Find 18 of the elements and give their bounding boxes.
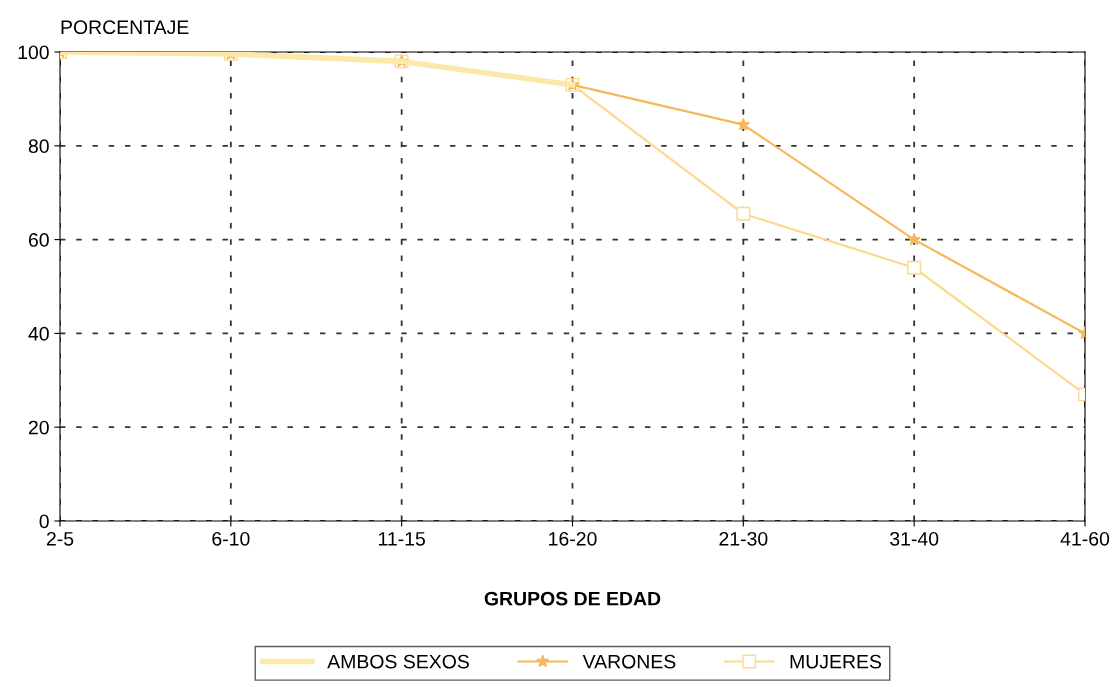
legend-label: MUJERES (790, 654, 882, 669)
y-tick-label: 20 (28, 420, 49, 435)
x-tick-label: 31-40 (890, 531, 939, 546)
x-tick-label: 21-30 (719, 531, 768, 546)
x-tick-label: 11-15 (379, 532, 425, 546)
y-tick-label: 80 (28, 139, 49, 154)
x-tick-label: 16-20 (549, 531, 597, 546)
x-tick-label: 2-5 (46, 531, 74, 546)
y-tick-label: 100 (18, 45, 49, 60)
legend-label: VARONES (582, 654, 676, 669)
y-tick-label: 0 (39, 514, 49, 529)
x-axis-title: GRUPOS DE EDAD (484, 591, 661, 606)
x-tick-label: 41-60 (1060, 531, 1110, 546)
y-axis-title: PORCENTAJE (61, 20, 189, 35)
legend-label: AMBOS SEXOS (327, 654, 469, 669)
y-tick-label: 60 (28, 233, 49, 247)
x-tick-label: 6-10 (212, 531, 250, 546)
y-tick-label: 40 (28, 326, 49, 341)
